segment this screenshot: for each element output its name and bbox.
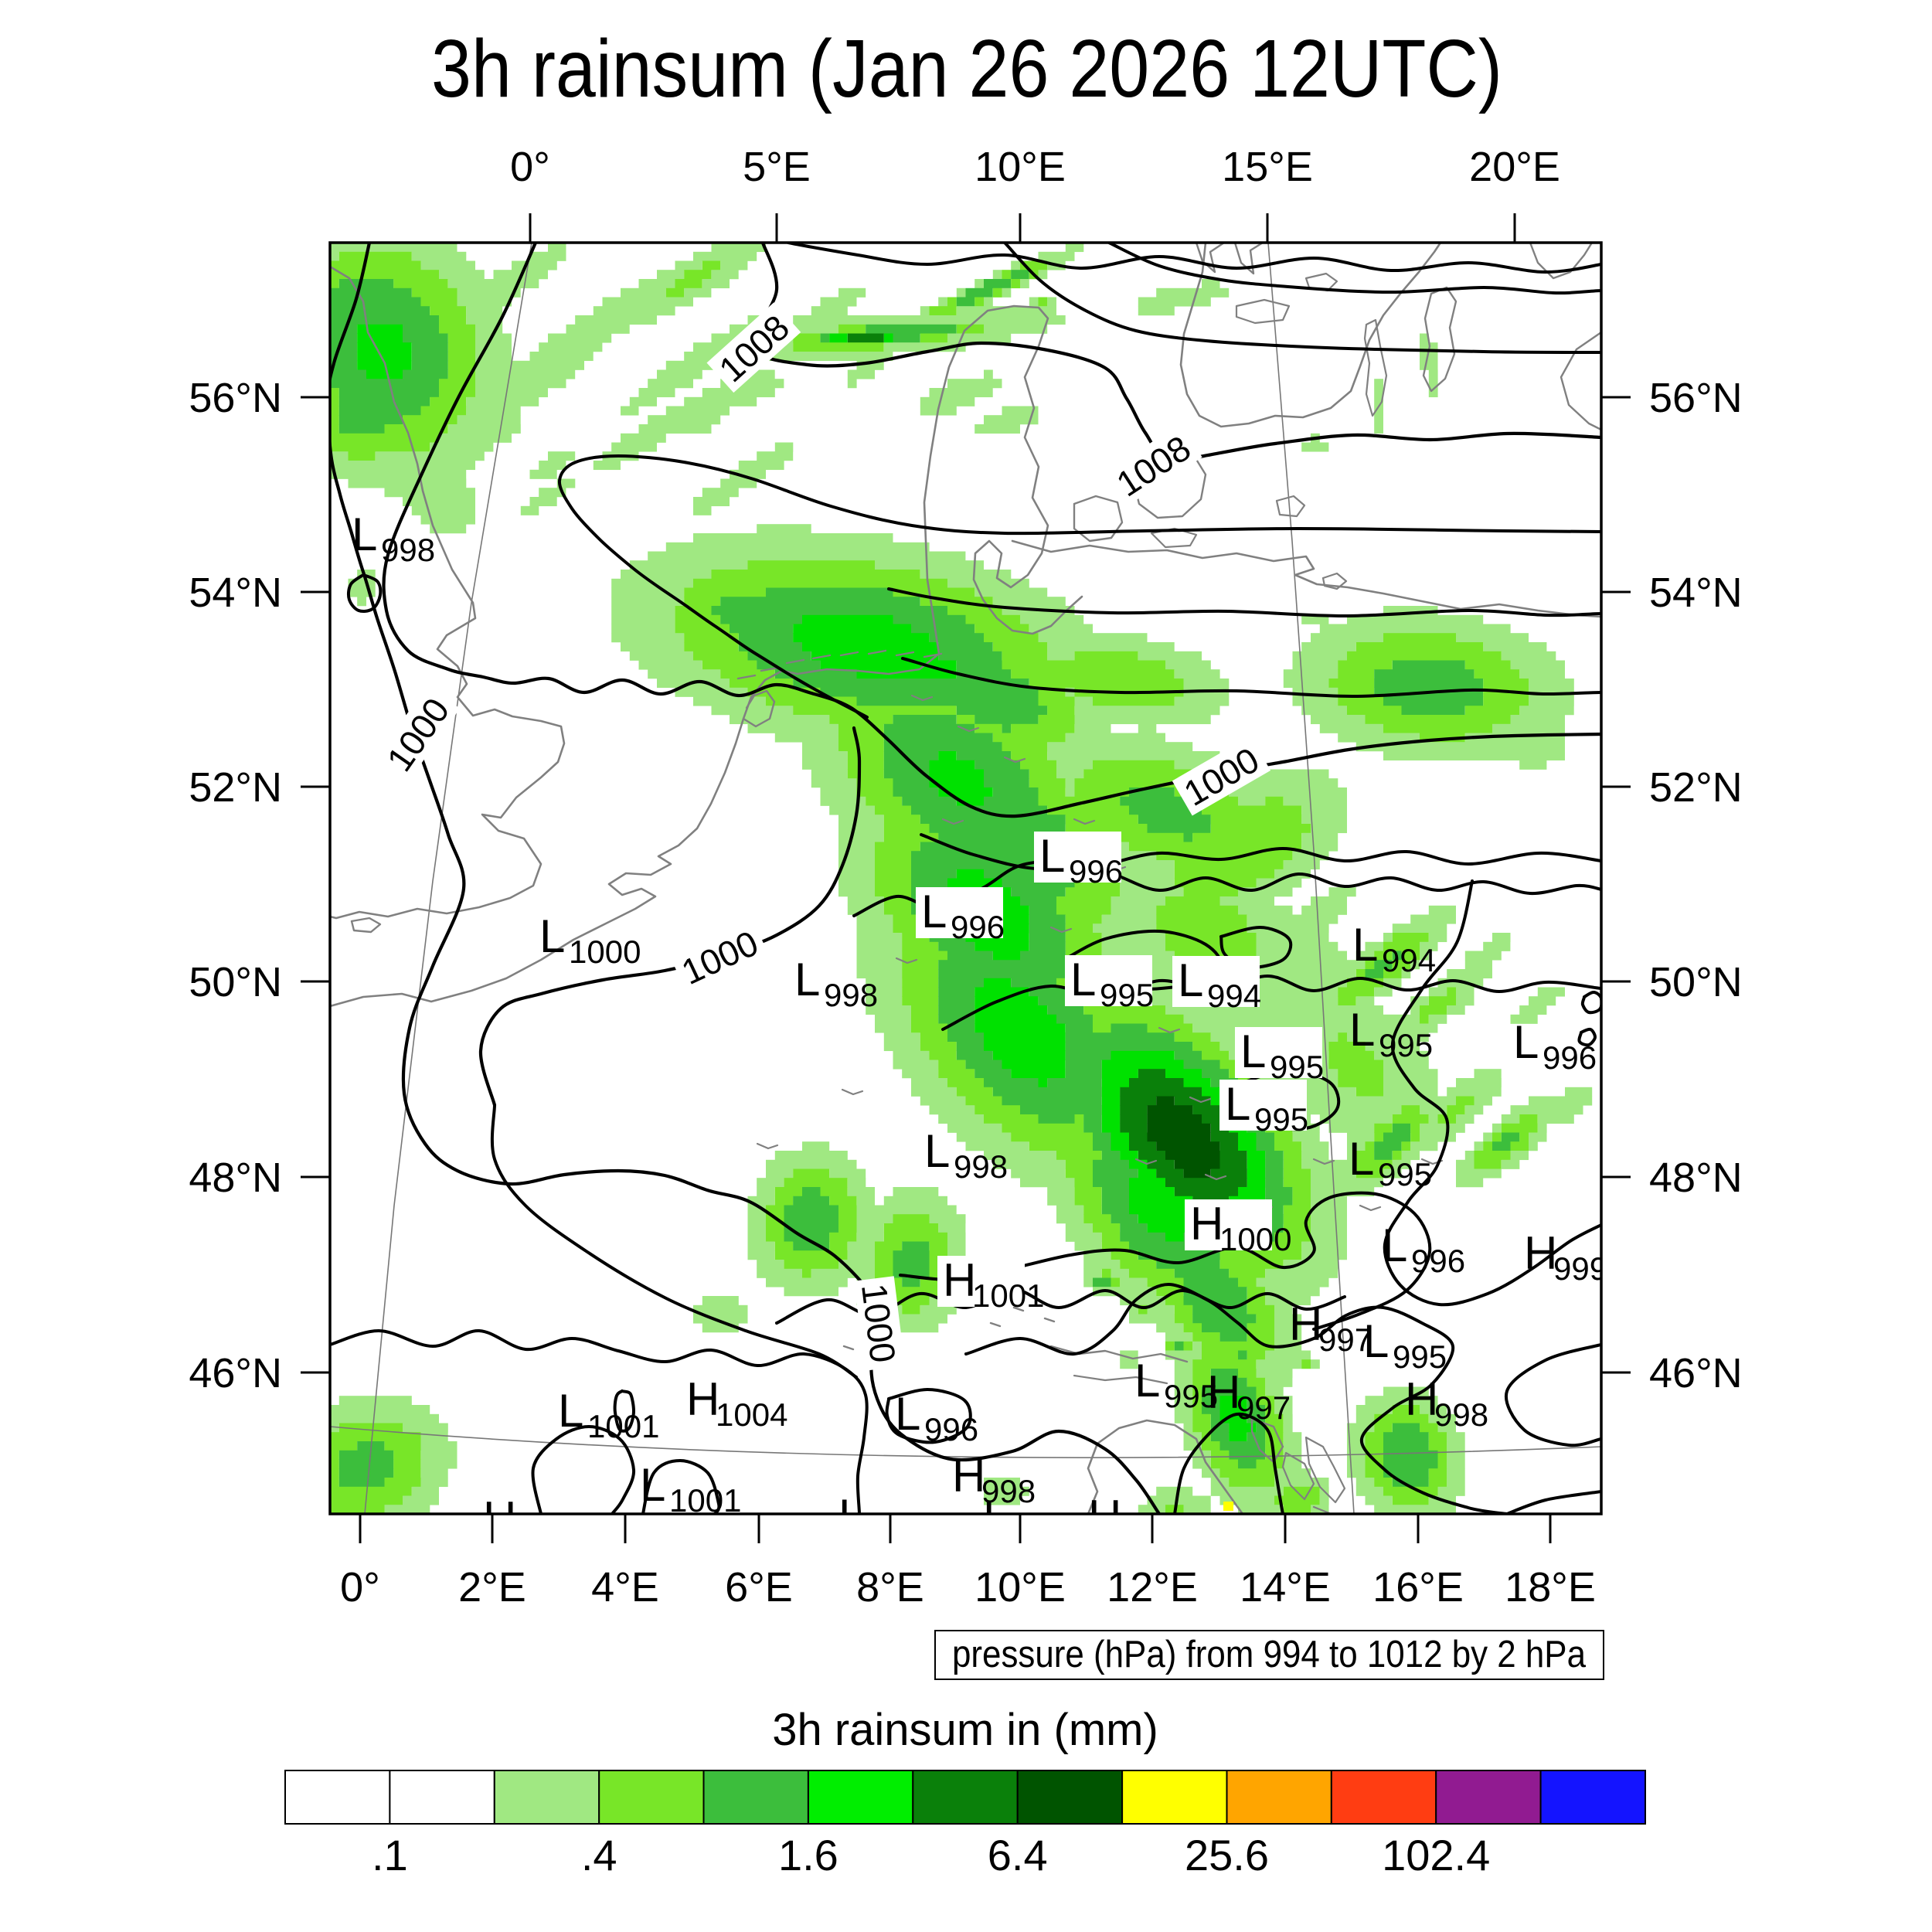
svg-text:6°E: 6°E bbox=[725, 1564, 793, 1611]
svg-text:.4: .4 bbox=[581, 1831, 617, 1879]
svg-text:H: H bbox=[952, 1450, 985, 1502]
svg-text:L: L bbox=[1178, 954, 1203, 1006]
svg-text:8°E: 8°E bbox=[856, 1564, 924, 1611]
svg-text:H: H bbox=[1289, 1298, 1322, 1350]
svg-text:H: H bbox=[1207, 1366, 1240, 1418]
svg-text:H: H bbox=[1088, 1491, 1121, 1543]
svg-text:997: 997 bbox=[1318, 1321, 1372, 1358]
svg-text:L: L bbox=[1349, 1004, 1375, 1056]
svg-text:18°E: 18°E bbox=[1505, 1564, 1596, 1611]
svg-text:10°E: 10°E bbox=[975, 1564, 1066, 1611]
svg-text:L: L bbox=[838, 1490, 864, 1542]
svg-text:994: 994 bbox=[1382, 942, 1436, 978]
svg-text:20°E: 20°E bbox=[1469, 144, 1560, 190]
svg-text:L: L bbox=[1039, 830, 1065, 882]
svg-text:2°E: 2°E bbox=[458, 1564, 526, 1611]
svg-text:54°N: 54°N bbox=[1649, 570, 1743, 616]
svg-text:50°N: 50°N bbox=[189, 959, 282, 1005]
svg-text:L: L bbox=[1240, 1026, 1266, 1077]
svg-text:12°E: 12°E bbox=[1107, 1564, 1198, 1611]
svg-text:L: L bbox=[558, 1385, 583, 1437]
svg-text:L: L bbox=[1352, 919, 1378, 971]
svg-text:997: 997 bbox=[1236, 1389, 1291, 1426]
svg-text:H: H bbox=[686, 1373, 719, 1425]
svg-text:1001: 1001 bbox=[669, 1482, 741, 1519]
svg-text:L: L bbox=[921, 886, 947, 937]
svg-text:H: H bbox=[943, 1254, 976, 1306]
svg-text:L: L bbox=[1225, 1078, 1250, 1130]
svg-text:46°N: 46°N bbox=[1649, 1350, 1743, 1396]
svg-text:995: 995 bbox=[1164, 1378, 1218, 1414]
svg-text:0°: 0° bbox=[510, 144, 550, 190]
svg-text:L: L bbox=[895, 1388, 920, 1440]
svg-text:L: L bbox=[1513, 1016, 1539, 1068]
svg-text:102.4: 102.4 bbox=[1382, 1831, 1490, 1879]
svg-text:998: 998 bbox=[381, 532, 435, 568]
svg-text:996: 996 bbox=[1543, 1039, 1597, 1076]
svg-text:52°N: 52°N bbox=[1649, 764, 1743, 811]
svg-text:994: 994 bbox=[1207, 978, 1261, 1014]
svg-text:L: L bbox=[1349, 1133, 1374, 1185]
svg-text:996: 996 bbox=[1069, 853, 1123, 889]
svg-text:L: L bbox=[1363, 1315, 1389, 1367]
svg-text:L: L bbox=[794, 954, 820, 1005]
svg-text:48°N: 48°N bbox=[189, 1155, 282, 1201]
svg-text:pressure (hPa) from 994 to 101: pressure (hPa) from 994 to 1012 by 2 hPa bbox=[952, 1634, 1587, 1675]
svg-text:998: 998 bbox=[824, 977, 878, 1013]
svg-text:56°N: 56°N bbox=[1649, 375, 1743, 421]
svg-text:10°E: 10°E bbox=[975, 144, 1066, 190]
svg-text:50°N: 50°N bbox=[1649, 959, 1743, 1005]
svg-text:16°E: 16°E bbox=[1372, 1564, 1464, 1611]
svg-text:998: 998 bbox=[1434, 1396, 1488, 1433]
svg-text:L: L bbox=[983, 1492, 1009, 1544]
svg-text:L: L bbox=[539, 910, 565, 962]
svg-text:L: L bbox=[1382, 1219, 1407, 1271]
svg-text:L: L bbox=[1070, 954, 1096, 1005]
svg-text:995: 995 bbox=[1100, 977, 1154, 1013]
svg-text:995: 995 bbox=[1393, 1338, 1447, 1375]
svg-text:H: H bbox=[483, 1492, 516, 1544]
svg-text:5°E: 5°E bbox=[743, 144, 811, 190]
svg-text:1000: 1000 bbox=[1219, 1221, 1291, 1257]
svg-text:15°E: 15°E bbox=[1222, 144, 1313, 190]
svg-text:52°N: 52°N bbox=[189, 764, 282, 811]
svg-text:L: L bbox=[352, 509, 377, 560]
svg-text:1000: 1000 bbox=[854, 1281, 903, 1365]
svg-text:L: L bbox=[1134, 1355, 1160, 1406]
svg-text:996: 996 bbox=[924, 1411, 978, 1447]
svg-text:.1: .1 bbox=[372, 1831, 408, 1879]
svg-text:998: 998 bbox=[954, 1148, 1008, 1185]
svg-text:998: 998 bbox=[981, 1473, 1036, 1509]
svg-text:46°N: 46°N bbox=[189, 1350, 282, 1396]
svg-text:25.6: 25.6 bbox=[1185, 1831, 1269, 1879]
svg-text:L: L bbox=[640, 1459, 665, 1511]
svg-text:3h rainsum (Jan 26 2026 12UTC): 3h rainsum (Jan 26 2026 12UTC) bbox=[431, 23, 1502, 114]
svg-text:H: H bbox=[1405, 1373, 1438, 1425]
svg-text:4°E: 4°E bbox=[591, 1564, 659, 1611]
svg-text:54°N: 54°N bbox=[189, 570, 282, 616]
svg-text:995: 995 bbox=[1379, 1027, 1433, 1063]
svg-text:1001: 1001 bbox=[972, 1277, 1044, 1314]
svg-text:995: 995 bbox=[1254, 1101, 1308, 1138]
svg-text:H: H bbox=[1524, 1227, 1557, 1279]
svg-text:48°N: 48°N bbox=[1649, 1155, 1743, 1201]
svg-text:56°N: 56°N bbox=[189, 375, 282, 421]
svg-text:6.4: 6.4 bbox=[988, 1831, 1048, 1879]
svg-text:1001: 1001 bbox=[587, 1408, 659, 1444]
svg-text:996: 996 bbox=[951, 909, 1005, 945]
svg-text:14°E: 14°E bbox=[1240, 1564, 1331, 1611]
svg-text:995: 995 bbox=[1270, 1049, 1324, 1085]
svg-text:3h rainsum in (mm): 3h rainsum in (mm) bbox=[772, 1705, 1158, 1755]
svg-text:H: H bbox=[1190, 1198, 1223, 1250]
svg-text:1000: 1000 bbox=[569, 934, 641, 970]
svg-text:995: 995 bbox=[1378, 1156, 1432, 1192]
svg-text:999: 999 bbox=[1553, 1250, 1607, 1287]
svg-text:1.6: 1.6 bbox=[778, 1831, 838, 1879]
svg-text:L: L bbox=[924, 1125, 950, 1177]
svg-text:996: 996 bbox=[1411, 1243, 1465, 1279]
svg-text:0°: 0° bbox=[340, 1564, 380, 1611]
svg-text:1004: 1004 bbox=[716, 1396, 787, 1433]
